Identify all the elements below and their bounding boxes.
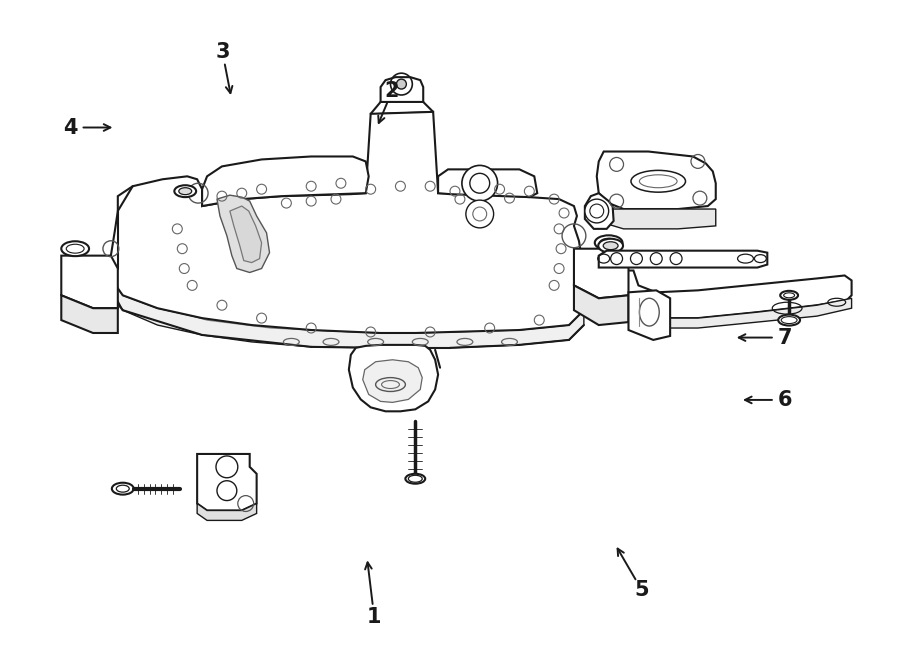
Polygon shape	[438, 169, 537, 197]
Polygon shape	[61, 256, 118, 308]
Ellipse shape	[778, 314, 800, 326]
Polygon shape	[574, 249, 628, 299]
Circle shape	[466, 200, 493, 228]
Circle shape	[585, 199, 608, 223]
Polygon shape	[604, 209, 716, 229]
Polygon shape	[381, 77, 423, 102]
Circle shape	[462, 166, 498, 201]
Polygon shape	[597, 152, 716, 209]
Polygon shape	[197, 504, 256, 520]
Ellipse shape	[175, 185, 196, 197]
Polygon shape	[585, 193, 614, 229]
Text: 4: 4	[64, 117, 78, 138]
Polygon shape	[197, 454, 256, 510]
Polygon shape	[574, 285, 628, 325]
Polygon shape	[111, 112, 584, 333]
Ellipse shape	[631, 170, 686, 192]
Ellipse shape	[598, 239, 623, 253]
Polygon shape	[111, 279, 584, 348]
Text: 6: 6	[778, 390, 792, 410]
Text: 7: 7	[778, 328, 792, 348]
Polygon shape	[598, 251, 768, 267]
Ellipse shape	[179, 188, 192, 195]
Polygon shape	[628, 291, 670, 340]
Polygon shape	[626, 299, 851, 328]
Polygon shape	[158, 249, 557, 332]
Ellipse shape	[405, 474, 425, 484]
Text: 5: 5	[634, 581, 649, 600]
Circle shape	[397, 79, 407, 89]
Polygon shape	[61, 295, 118, 333]
Ellipse shape	[780, 291, 798, 300]
Polygon shape	[230, 206, 262, 263]
Ellipse shape	[595, 235, 623, 250]
Text: 3: 3	[215, 42, 230, 62]
Polygon shape	[217, 195, 269, 273]
Text: 1: 1	[367, 606, 382, 626]
Ellipse shape	[61, 241, 89, 256]
Polygon shape	[349, 345, 438, 411]
Polygon shape	[626, 271, 851, 318]
Ellipse shape	[112, 483, 134, 495]
Ellipse shape	[603, 242, 618, 250]
Text: 2: 2	[384, 81, 400, 101]
Polygon shape	[202, 156, 369, 206]
Polygon shape	[363, 359, 422, 402]
